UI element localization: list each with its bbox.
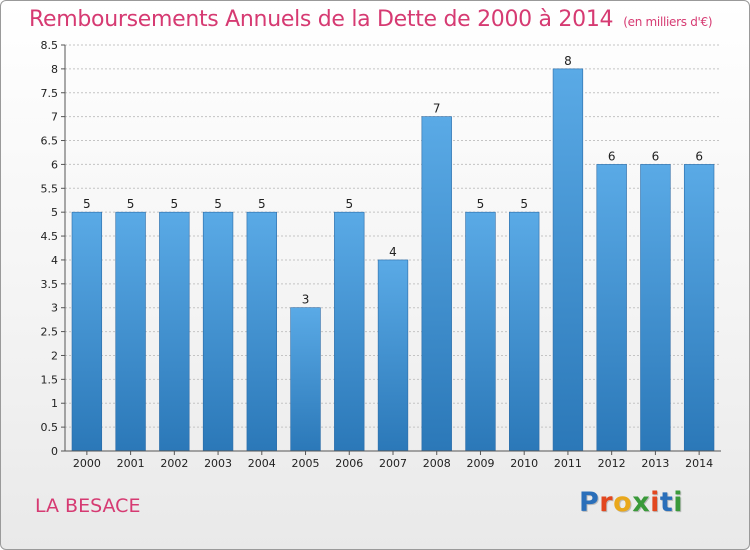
data-label: 5 <box>477 197 485 211</box>
y-tick-label: 1 <box>51 397 58 410</box>
x-tick-label: 2001 <box>117 457 145 470</box>
bar <box>421 116 452 452</box>
y-tick-label: 0 <box>51 445 58 458</box>
x-tick-label: 2002 <box>160 457 188 470</box>
x-tick-label: 2012 <box>598 457 626 470</box>
y-tick-label: 3.5 <box>41 278 59 291</box>
bar <box>115 211 146 452</box>
data-label: 4 <box>389 245 397 259</box>
x-tick-label: 2005 <box>292 457 320 470</box>
x-tick-label: 2013 <box>641 457 669 470</box>
y-tick-label: 7 <box>51 111 58 124</box>
y-tick-label: 1.5 <box>41 373 59 386</box>
bar <box>509 211 540 452</box>
data-label: 6 <box>695 149 703 163</box>
logo-letter: i <box>673 487 684 518</box>
y-tick-label: 3 <box>51 302 58 315</box>
x-tick-label: 2009 <box>466 457 494 470</box>
bar <box>640 164 671 452</box>
bar <box>334 211 365 452</box>
y-tick-label: 2 <box>51 349 58 362</box>
bar-layer <box>71 68 715 452</box>
label-layer: 5 5 5 5 5 3 5 4 7 5 5 8 6 6 6 <box>83 54 703 307</box>
data-label: 5 <box>171 197 179 211</box>
x-tick-label: 2011 <box>554 457 582 470</box>
y-tick-label: 8 <box>51 63 58 76</box>
y-tick-label: 8.5 <box>41 39 59 52</box>
data-label: 8 <box>564 54 572 68</box>
bar <box>552 68 584 452</box>
y-tick-label: 0.5 <box>41 421 59 434</box>
x-tick-label: 2004 <box>248 457 276 470</box>
chart-title-text: Remboursements Annuels de la Dette de 20… <box>29 7 614 32</box>
data-label: 7 <box>433 102 441 116</box>
proxiti-logo: Proxiti <box>579 487 683 518</box>
y-tick-label: 6 <box>51 158 58 171</box>
bar <box>465 211 496 452</box>
logo-letter: i <box>650 487 660 518</box>
y-tick-label: 2.5 <box>41 326 59 339</box>
logo-letter: P <box>579 487 600 518</box>
data-label: 3 <box>302 293 310 307</box>
bar <box>290 307 321 452</box>
data-label: 5 <box>214 197 222 211</box>
x-tick-label: 2006 <box>335 457 363 470</box>
y-tick-label: 7.5 <box>41 87 59 100</box>
bar <box>71 211 103 452</box>
logo-letter: o <box>613 487 633 518</box>
x-tick-label: 2010 <box>510 457 538 470</box>
y-tick-label: 4 <box>51 254 58 267</box>
commune-name: LA BESACE <box>35 495 141 517</box>
x-tick-label: 2014 <box>685 457 713 470</box>
data-label: 5 <box>258 197 266 211</box>
bar <box>159 211 190 452</box>
axis-layer: 0 0.5 1 1.5 2 2.5 3 3.5 4 4.5 5 5.5 6 6.5 7 7.5 8 8.5 2000… <box>41 39 721 470</box>
x-tick-label: 2007 <box>379 457 407 470</box>
data-label: 5 <box>127 197 135 211</box>
y-tick-label: 5 <box>51 206 58 219</box>
bar <box>246 211 277 452</box>
bar <box>683 164 715 452</box>
data-label: 5 <box>83 197 91 211</box>
y-tick-label: 5.5 <box>41 182 59 195</box>
chart-title: Remboursements Annuels de la Dette de 20… <box>29 7 713 32</box>
data-label: 6 <box>608 149 616 163</box>
bar <box>202 211 234 452</box>
data-label: 6 <box>652 149 660 163</box>
y-tick-label: 4.5 <box>41 230 59 243</box>
x-tick-label: 2008 <box>423 457 451 470</box>
x-tick-label: 2003 <box>204 457 232 470</box>
data-label: 5 <box>520 197 528 211</box>
logo-letter: r <box>599 487 614 518</box>
x-tick-label: 2000 <box>73 457 101 470</box>
y-tick-label: 6.5 <box>41 135 59 148</box>
bar <box>377 259 409 452</box>
bar <box>596 164 627 452</box>
logo-letter: t <box>659 487 674 518</box>
data-label: 5 <box>345 197 353 211</box>
chart-subtitle: (en milliers d'€) <box>623 15 713 29</box>
logo-letter: x <box>632 487 651 518</box>
